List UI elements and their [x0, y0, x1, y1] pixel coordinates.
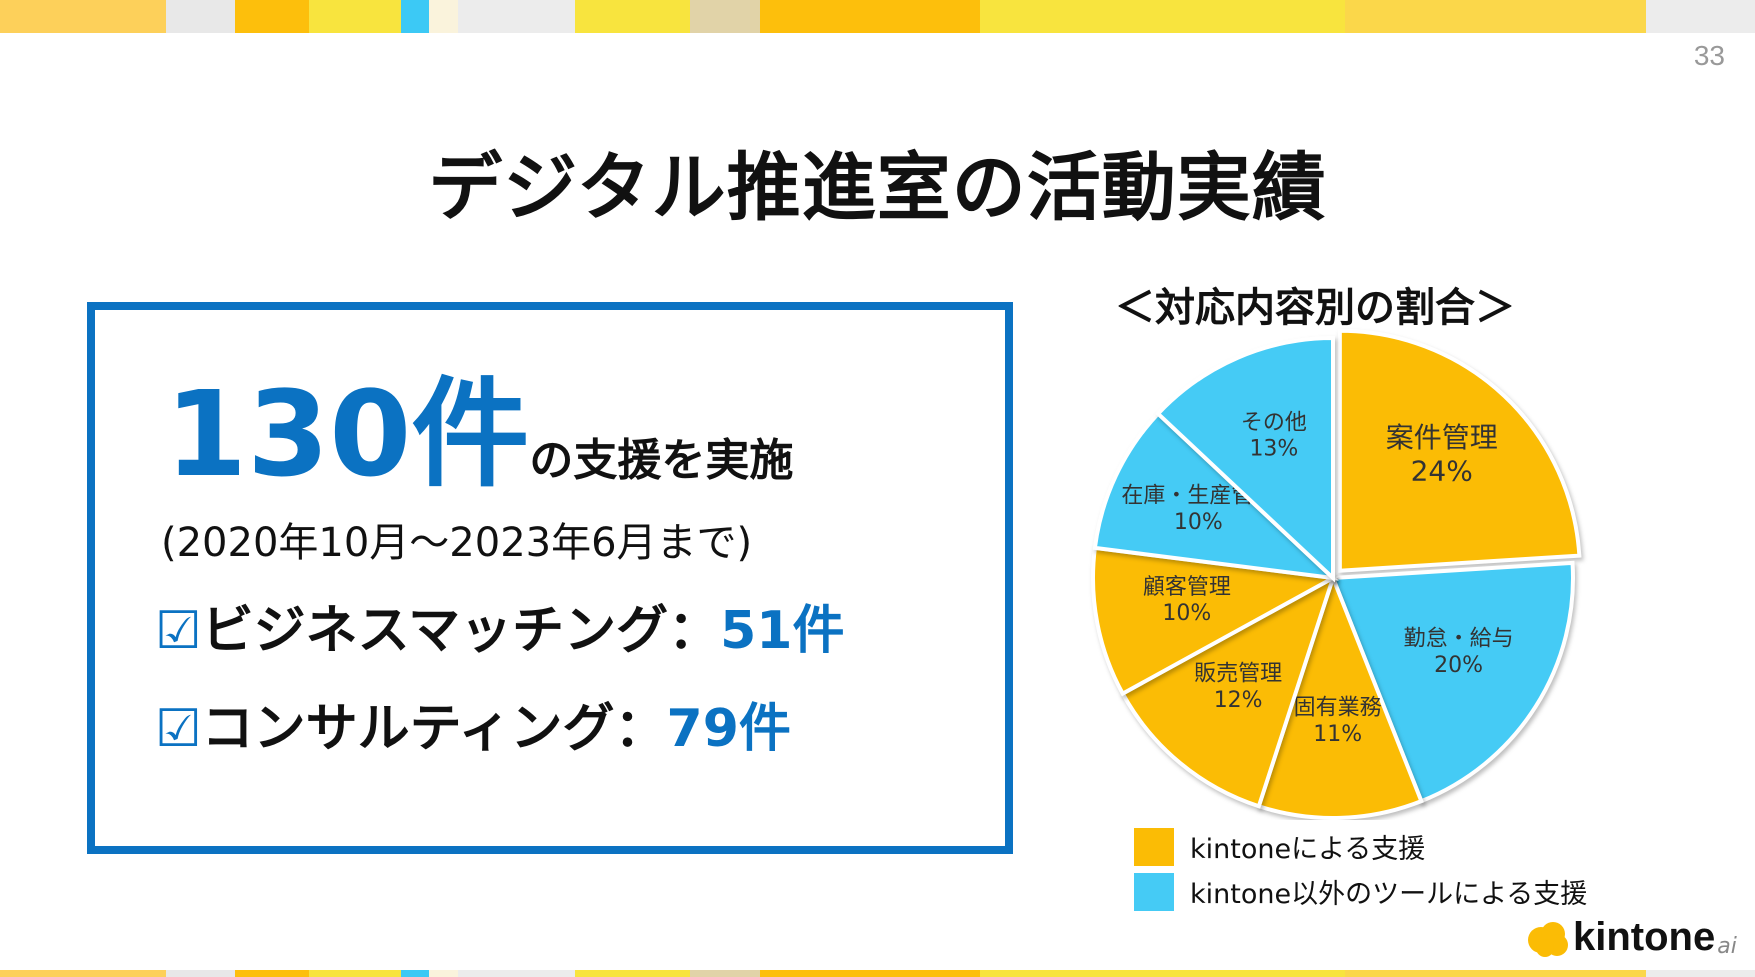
slice-name-label: 勤怠・給与 — [1404, 627, 1514, 652]
slice-name-label: 固有業務 — [1294, 696, 1382, 721]
stripe — [458, 0, 575, 33]
item-label: コンサルティング： — [201, 699, 667, 759]
stripe — [235, 970, 309, 977]
stripe — [1646, 0, 1755, 33]
pie-slice — [1330, 560, 1575, 804]
pie-title: ＜対応内容別の割合＞ — [1115, 285, 1515, 331]
slice-percent-label: 10% — [1174, 510, 1223, 535]
legend-label: kintoneによる支援 — [1190, 834, 1426, 865]
logo-text: kintone — [1573, 915, 1716, 959]
kintone-cloud-icon — [1528, 921, 1568, 957]
period-text: (2020年10月～2023年6月まで) — [161, 520, 753, 566]
item-count: 79件 — [666, 699, 791, 759]
pie-chart: 案件管理24%勤怠・給与20%固有業務11%販売管理12%顧客管理10%在庫・生… — [1091, 328, 1582, 820]
stripe — [166, 0, 235, 33]
slice-name-label: 販売管理 — [1194, 662, 1282, 687]
stripe — [0, 970, 166, 977]
stripe — [401, 0, 429, 33]
checkbox-icon: ☑ — [155, 601, 202, 661]
stripe — [166, 970, 235, 977]
legend-other-tools: kintone以外のツールによる支援 — [1134, 872, 1587, 911]
pie-slice — [1256, 572, 1424, 820]
stripe — [1646, 970, 1755, 977]
stripe — [690, 970, 760, 977]
slice-percent-label: 12% — [1214, 688, 1263, 713]
bottom-color-stripes — [0, 970, 1755, 977]
slice-percent-label: 20% — [1434, 653, 1483, 678]
stripe — [0, 0, 166, 33]
stripe — [760, 0, 980, 33]
total-support-count: 130件の支援を実施 — [165, 338, 793, 509]
logo-suffix: ai — [1717, 934, 1737, 959]
stripe — [980, 970, 1345, 977]
slice-percent-label: 11% — [1313, 722, 1362, 747]
stripe — [235, 0, 309, 33]
pie-slice — [1091, 545, 1340, 697]
pie-slice — [1119, 573, 1337, 809]
item-consulting: ☑コンサルティング：79件 — [155, 686, 791, 761]
summary-box: 130件の支援を実施 (2020年10月～2023年6月まで) ☑ビジネスマッチ… — [87, 302, 1013, 854]
stripe — [309, 0, 401, 33]
stripe — [458, 970, 575, 977]
slice-name-label: 案件管理 — [1386, 421, 1498, 454]
legend-swatch-orange — [1134, 827, 1174, 866]
stripe — [1345, 0, 1646, 33]
top-color-stripes — [0, 0, 1755, 33]
item-count: 51件 — [720, 601, 845, 661]
slice-percent-label: 10% — [1162, 601, 1211, 626]
item-business-matching: ☑ビジネスマッチング：51件 — [155, 588, 844, 663]
pie-slice — [1092, 410, 1339, 581]
pie-slice — [1337, 328, 1582, 573]
pie-slice — [1155, 335, 1335, 583]
slice-name-label: 顧客管理 — [1143, 575, 1231, 600]
stripe — [309, 970, 401, 977]
stripe — [575, 970, 690, 977]
stripe — [980, 0, 1345, 33]
stripe — [401, 970, 429, 977]
slide-title: デジタル推進室の活動実績 — [428, 145, 1327, 231]
item-label: ビジネスマッチング： — [201, 601, 721, 661]
slice-percent-label: 13% — [1249, 437, 1298, 462]
legend-kintone: kintoneによる支援 — [1134, 827, 1425, 866]
legend-swatch-blue — [1134, 872, 1174, 911]
slice-name-label: その他 — [1241, 410, 1307, 435]
slice-percent-label: 24% — [1411, 454, 1473, 487]
stripe — [760, 970, 980, 977]
stripe — [429, 0, 458, 33]
total-count-suffix: の支援を実施 — [529, 435, 794, 486]
total-count: 130件 — [165, 365, 530, 503]
stripe — [1345, 970, 1646, 977]
kintone-logo: kintone ai — [1525, 915, 1737, 960]
stripe — [429, 970, 458, 977]
checkbox-icon: ☑ — [155, 699, 202, 759]
stripe — [690, 0, 760, 33]
legend-label: kintone以外のツールによる支援 — [1190, 879, 1588, 910]
page-number: 33 — [1693, 40, 1725, 71]
stripe — [575, 0, 690, 33]
